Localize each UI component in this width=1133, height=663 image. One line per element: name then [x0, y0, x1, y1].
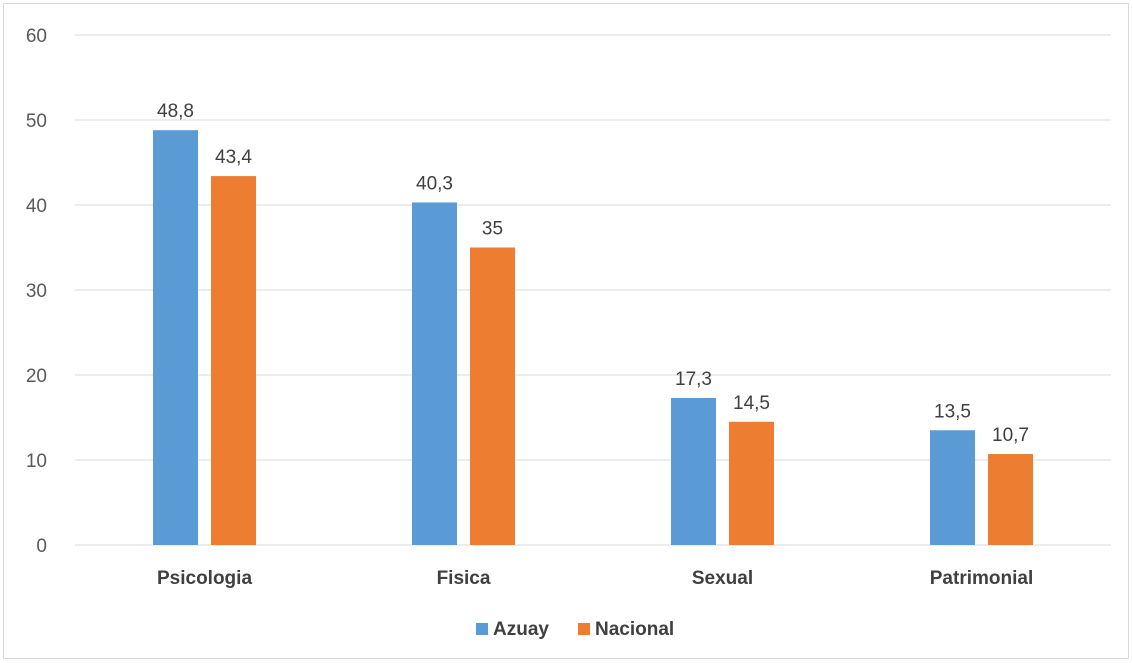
bar-azuay-patrimonial	[930, 430, 975, 545]
legend-swatch-azuay	[476, 623, 488, 635]
bar-azuay-psicologia	[153, 130, 198, 545]
data-labels: 48,8 43,4 40,3 35 17,3 14,5 13,5 10,7	[157, 101, 1029, 446]
y-axis-ticks: 0 10 20 30 40 50 60	[26, 26, 47, 557]
category-label: Psicologia	[157, 568, 252, 589]
data-label: 40,3	[416, 173, 453, 194]
data-label: 48,8	[157, 101, 194, 122]
y-tick-label: 10	[26, 451, 47, 472]
y-tick-label: 60	[26, 26, 47, 47]
data-label: 13,5	[934, 401, 971, 422]
bar-azuay-sexual	[671, 397, 716, 545]
y-tick-label: 30	[26, 281, 47, 302]
legend-swatch-nacional	[578, 623, 590, 635]
category-label: Sexual	[692, 568, 753, 589]
category-label: Fisica	[437, 568, 491, 589]
data-label: 35	[482, 219, 503, 240]
bar-azuay-fisica	[412, 202, 457, 545]
legend: Azuay Nacional	[476, 619, 674, 640]
y-tick-label: 20	[26, 366, 47, 387]
bars	[153, 130, 1033, 545]
bar-nacional-psicologia	[211, 176, 256, 545]
category-label: Patrimonial	[930, 568, 1033, 589]
bar-nacional-fisica	[470, 247, 515, 545]
y-tick-label: 50	[26, 111, 47, 132]
bar-nacional-patrimonial	[988, 454, 1033, 545]
data-label: 14,5	[733, 393, 770, 414]
data-label: 43,4	[215, 147, 252, 168]
y-tick-label: 40	[26, 196, 47, 217]
data-label: 17,3	[675, 369, 712, 390]
legend-label-nacional: Nacional	[595, 619, 674, 640]
bar-nacional-sexual	[729, 421, 774, 545]
legend-label-azuay: Azuay	[493, 619, 549, 640]
y-tick-label: 0	[36, 536, 47, 557]
x-axis-categories: Psicologia Fisica Sexual Patrimonial	[157, 568, 1033, 589]
data-label: 10,7	[992, 425, 1029, 446]
